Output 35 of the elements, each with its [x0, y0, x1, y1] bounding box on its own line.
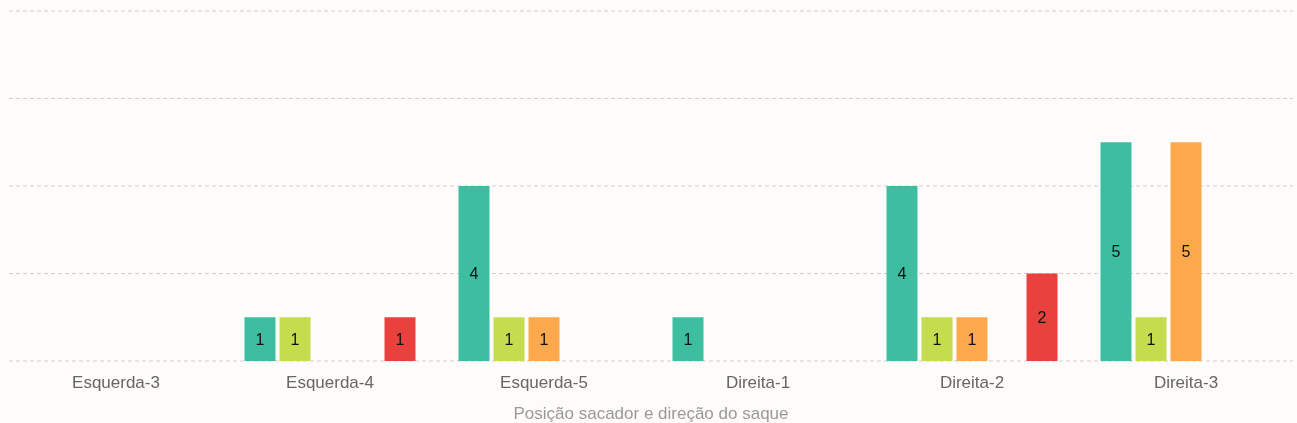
- data-label: 1: [290, 330, 300, 348]
- bar: [1170, 142, 1202, 361]
- bar: [244, 317, 276, 361]
- bar: [1026, 273, 1058, 361]
- data-label: 1: [504, 330, 514, 348]
- x-tick-label: Direita-3: [1153, 373, 1219, 392]
- data-label: 4: [897, 265, 907, 283]
- data-label: 1: [395, 330, 405, 348]
- data-label: 4: [469, 265, 479, 283]
- bar: [528, 317, 560, 361]
- data-label: 1: [967, 330, 977, 348]
- data-label: 1: [683, 330, 693, 348]
- bar: [279, 317, 311, 361]
- bar: [1100, 142, 1132, 361]
- x-tick-label: Direita-2: [939, 373, 1005, 392]
- data-label: 5: [1181, 243, 1191, 261]
- x-axis-title: Posição sacador e direção do saque: [513, 404, 789, 423]
- bar: [1135, 317, 1167, 361]
- data-label: 5: [1111, 243, 1121, 261]
- data-label: 1: [1146, 330, 1156, 348]
- bar: [493, 317, 525, 361]
- data-label: 1: [255, 330, 265, 348]
- data-label: 2: [1037, 308, 1047, 326]
- x-tick-label: Esquerda-3: [72, 373, 160, 392]
- bar: [458, 186, 490, 361]
- bar: [921, 317, 953, 361]
- data-label: 1: [539, 330, 549, 348]
- x-tick-label: Direita-1: [725, 373, 791, 392]
- x-tick-label: Esquerda-5: [500, 373, 588, 392]
- bar: [956, 317, 988, 361]
- x-tick-label: Esquerda-4: [286, 373, 374, 392]
- bar: [886, 186, 918, 361]
- bar: [672, 317, 704, 361]
- bar: [384, 317, 416, 361]
- data-label: 1: [932, 330, 942, 348]
